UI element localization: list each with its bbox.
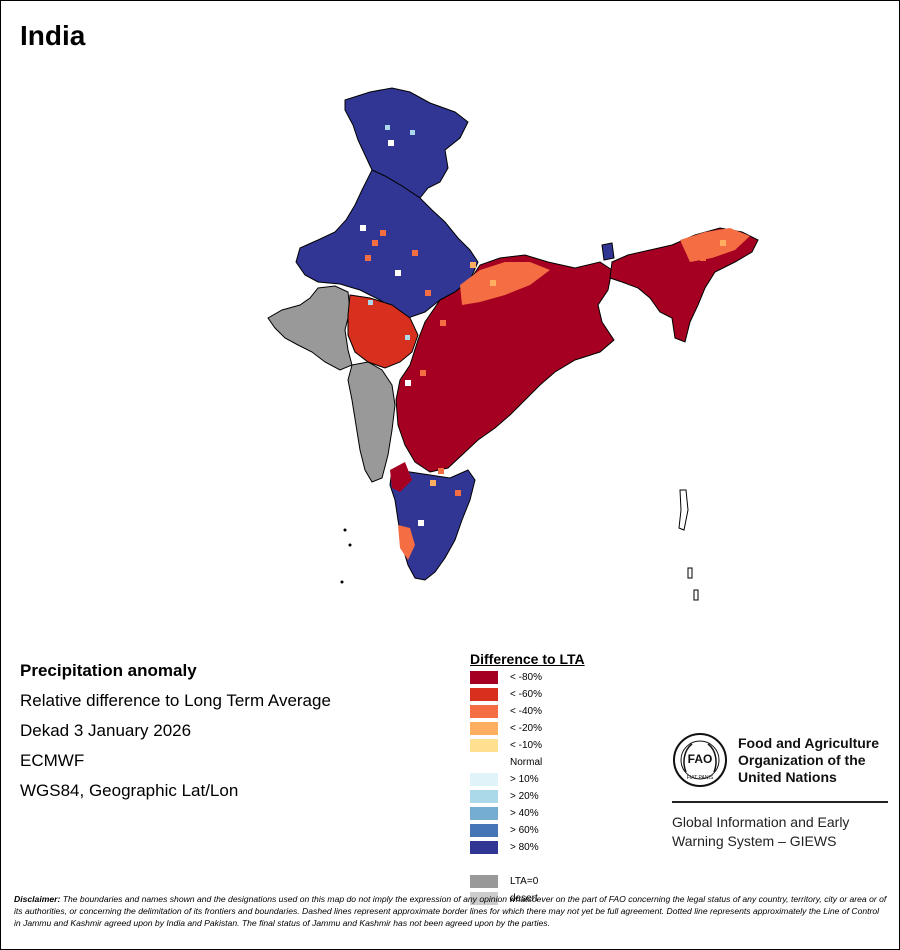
- legend-swatch: [470, 705, 498, 718]
- fao-logo-text: FAO: [688, 752, 713, 766]
- disclaimer-label: Disclaimer:: [14, 894, 61, 904]
- legend-label: > 20%: [510, 791, 539, 802]
- legend-label: < -10%: [510, 740, 542, 751]
- legend-label: > 60%: [510, 825, 539, 836]
- legend-item: > 40%: [470, 807, 585, 824]
- info-line-1: Relative difference to Long Term Average: [20, 691, 331, 710]
- legend-swatch: [470, 790, 498, 803]
- map-title: India: [20, 20, 86, 51]
- legend-swatch: [470, 858, 498, 871]
- legend-title: Difference to LTA: [470, 651, 585, 667]
- legend-item: Normal: [470, 756, 585, 773]
- region-central-east-very-dry: [395, 254, 615, 473]
- region-south-dry-patch: [398, 525, 415, 560]
- fao-divider: [672, 801, 888, 803]
- info-heading: Precipitation anomaly: [20, 661, 197, 680]
- andaman-islands: [678, 489, 689, 531]
- legend-swatch: [470, 892, 498, 905]
- nicobar-islands: [687, 567, 699, 601]
- giews-name: Global Information and Early Warning Sys…: [672, 814, 850, 849]
- legend-item: > 60%: [470, 824, 585, 841]
- region-deccan-dry-patch: [390, 462, 412, 492]
- fao-logo-icon: FAO FIAT PANIS: [673, 733, 727, 787]
- legend-swatch: [470, 722, 498, 735]
- legend-swatch: [470, 875, 498, 888]
- info-line-4: WGS84, Geographic Lat/Lon: [20, 781, 239, 800]
- legend-item: < -80%: [470, 671, 585, 688]
- legend-item: desert: [470, 892, 585, 909]
- map-info-block: Precipitation anomaly Relative differenc…: [20, 656, 331, 806]
- legend-label: < -80%: [510, 672, 542, 683]
- region-transition-band: [460, 262, 550, 305]
- region-sikkim: [601, 242, 615, 261]
- precipitation-anomaly-map: [267, 87, 759, 601]
- legend-swatch: [470, 739, 498, 752]
- legend-swatch: [470, 756, 498, 769]
- legend-label: LTA=0: [510, 876, 539, 887]
- legend-label: > 40%: [510, 808, 539, 819]
- legend-swatch: [470, 773, 498, 786]
- fao-logo-motto: FIAT PANIS: [687, 775, 714, 781]
- info-line-2: Dekad 3 January 2026: [20, 721, 192, 740]
- region-west-coast-lta0: [347, 361, 396, 483]
- disclaimer-text: The boundaries and names shown and the d…: [14, 894, 887, 928]
- legend-item: < -40%: [470, 705, 585, 722]
- legend-swatch: [470, 688, 498, 701]
- legend-item: LTA=0: [470, 875, 585, 892]
- legend-label: desert: [510, 893, 538, 904]
- legend-label: > 80%: [510, 842, 539, 853]
- legend-label: > 10%: [510, 774, 539, 785]
- legend-item: [470, 858, 585, 875]
- legend-items: < -80% < -60% < -40% < -20% < -10% Normal > 10…: [470, 671, 585, 909]
- lakshadweep-islands: [343, 528, 347, 532]
- legend-item: > 20%: [470, 790, 585, 807]
- legend-label: < -40%: [510, 706, 542, 717]
- legend-item: > 80%: [470, 841, 585, 858]
- disclaimer: Disclaimer: The boundaries and names sho…: [14, 893, 888, 929]
- legend: Difference to LTA < -80% < -60% < -40% < -2…: [470, 651, 585, 909]
- legend-label: < -20%: [510, 723, 542, 734]
- region-north-wet: [344, 87, 469, 199]
- legend-item: < -60%: [470, 688, 585, 705]
- legend-swatch: [470, 671, 498, 684]
- legend-item: < -20%: [470, 722, 585, 739]
- legend-label: Normal: [510, 757, 543, 768]
- region-central-west-mixed: [347, 294, 419, 369]
- region-northeast-transition: [680, 228, 750, 262]
- legend-swatch: [470, 807, 498, 820]
- info-line-3: ECMWF: [20, 751, 85, 770]
- legend-item: > 10%: [470, 773, 585, 790]
- legend-label: < -60%: [510, 689, 542, 700]
- legend-swatch: [470, 824, 498, 837]
- legend-swatch: [470, 841, 498, 854]
- map-speckles: [365, 230, 706, 496]
- legend-item: < -10%: [470, 739, 585, 756]
- region-gujarat-lta0: [267, 285, 353, 371]
- fao-name: Food and Agriculture Organization of the…: [738, 735, 880, 785]
